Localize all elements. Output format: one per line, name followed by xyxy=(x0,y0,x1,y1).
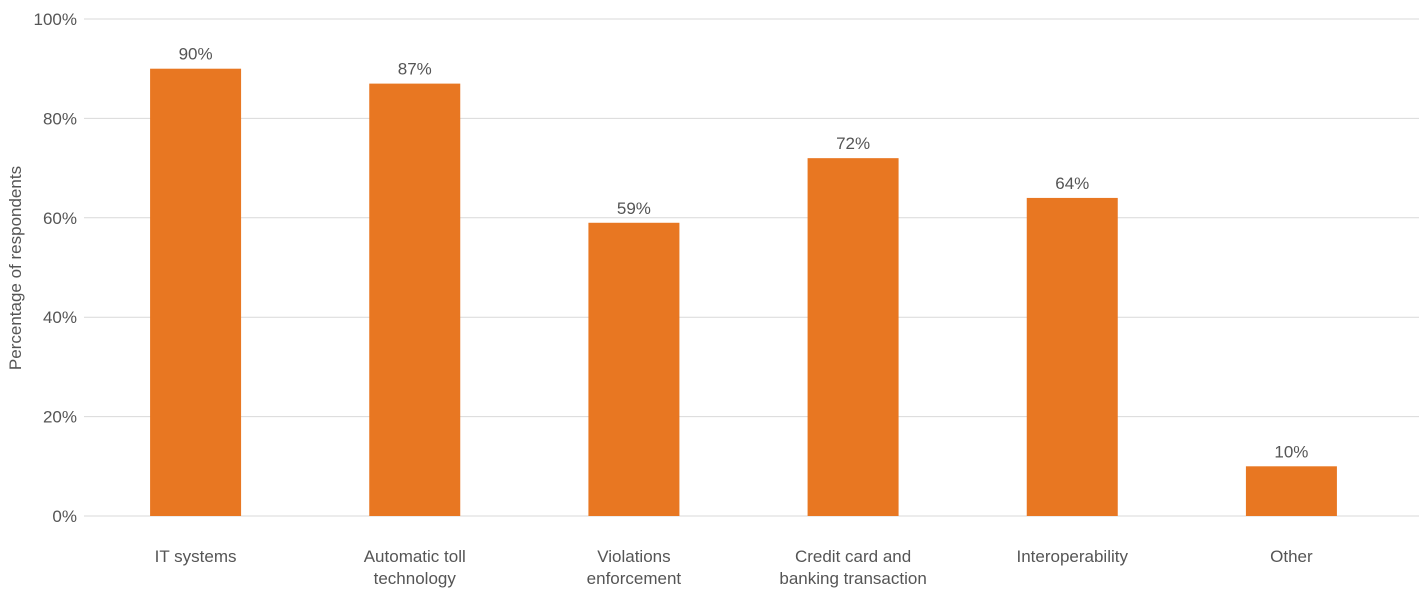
y-tick-label: 60% xyxy=(43,209,77,228)
category-label: IT systems xyxy=(155,547,237,566)
category-label-line: IT systems xyxy=(155,547,237,566)
category-label-line: technology xyxy=(374,569,457,588)
category-label-line: banking transaction xyxy=(779,569,926,588)
y-axis-ticks: 0% 20% 40% 60% 80% 100% xyxy=(34,10,77,526)
category-label-line: Credit card and xyxy=(795,547,911,566)
bars xyxy=(150,68,1337,517)
category-label-line: Automatic toll xyxy=(364,547,466,566)
bar xyxy=(588,222,680,516)
category-label: Interoperability xyxy=(1016,547,1128,566)
category-label: Automatic toll technology xyxy=(364,547,466,588)
bar xyxy=(150,68,242,516)
category-label-line: Violations xyxy=(597,547,670,566)
y-tick-label: 40% xyxy=(43,308,77,327)
data-labels: 90% 87% 59% 72% 64% 10% xyxy=(179,45,1309,462)
category-label: Violations enforcement xyxy=(587,547,682,588)
x-axis-categories: IT systems Automatic toll technology Violat… xyxy=(155,547,1313,588)
data-label: 59% xyxy=(617,199,651,218)
y-tick-label: 100% xyxy=(34,10,77,29)
category-label: Credit card and banking transaction xyxy=(779,547,926,588)
category-label-line: Interoperability xyxy=(1016,547,1128,566)
bar xyxy=(369,83,461,517)
bar xyxy=(1026,197,1118,517)
y-tick-label: 0% xyxy=(52,507,77,526)
y-axis-title: Percentage of respondents xyxy=(6,166,25,370)
data-label: 72% xyxy=(836,134,870,153)
gridlines xyxy=(84,18,1419,517)
bar xyxy=(807,158,899,516)
data-label: 64% xyxy=(1055,174,1089,193)
y-tick-label: 20% xyxy=(43,408,77,427)
category-label-line: enforcement xyxy=(587,569,682,588)
data-label: 87% xyxy=(398,60,432,79)
bar xyxy=(1245,466,1337,516)
category-label: Other xyxy=(1270,547,1313,566)
y-tick-label: 80% xyxy=(43,109,77,128)
data-label: 10% xyxy=(1274,442,1308,461)
data-label: 90% xyxy=(179,45,213,64)
category-label-line: Other xyxy=(1270,547,1313,566)
